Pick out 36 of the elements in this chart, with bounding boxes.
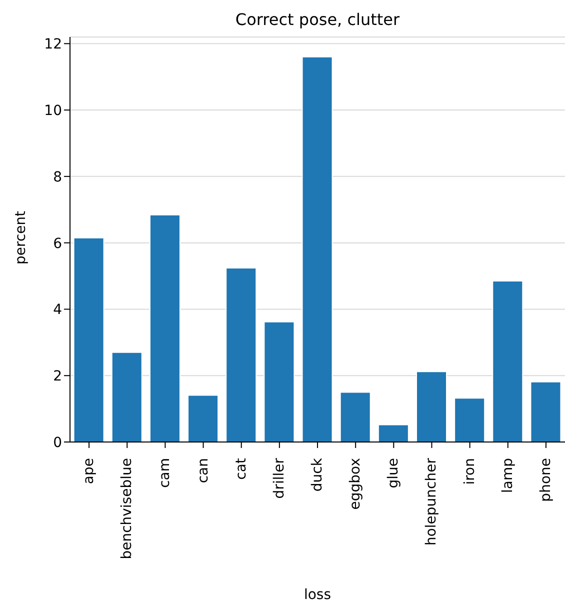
y-axis-title: percent: [12, 210, 29, 264]
x-tick-label: cam: [157, 458, 174, 488]
y-tick-label: 4: [53, 302, 62, 318]
bar: [73, 237, 104, 442]
y-tick-label: 2: [53, 368, 62, 385]
x-tick-label: ape: [81, 458, 98, 484]
x-tick-label: holepuncher: [424, 458, 440, 546]
y-tick-label: 12: [44, 36, 62, 53]
x-tick-label: can: [195, 458, 212, 484]
y-tick-label: 0: [53, 434, 62, 451]
x-tick-label: benchviseblue: [119, 458, 136, 560]
x-tick-label: phone: [538, 458, 554, 502]
x-tick-label: driller: [271, 458, 288, 499]
x-tick-label: lamp: [500, 458, 516, 493]
y-tick-label: 10: [44, 103, 62, 120]
bar: [302, 56, 333, 442]
bar: [226, 268, 257, 442]
x-tick-label: cat: [233, 457, 250, 480]
bar: [149, 214, 180, 442]
bar: [264, 321, 295, 442]
bar: [454, 398, 486, 442]
x-tick-label: eggbox: [348, 458, 364, 510]
bar: [416, 371, 447, 442]
x-tick-label: iron: [462, 458, 478, 485]
bar: [111, 352, 142, 442]
x-tick-label: glue: [386, 458, 402, 488]
y-tick-label: 8: [53, 169, 62, 186]
y-tick-label: 6: [53, 236, 62, 252]
bar: [530, 381, 562, 442]
bar: [340, 392, 371, 442]
bar: [188, 394, 219, 442]
x-axis-title: loss: [304, 587, 332, 603]
bar: [492, 280, 524, 442]
x-tick-label: duck: [310, 457, 326, 492]
bar: [378, 424, 409, 442]
chart-title: Correct pose, clutter: [234, 10, 401, 29]
